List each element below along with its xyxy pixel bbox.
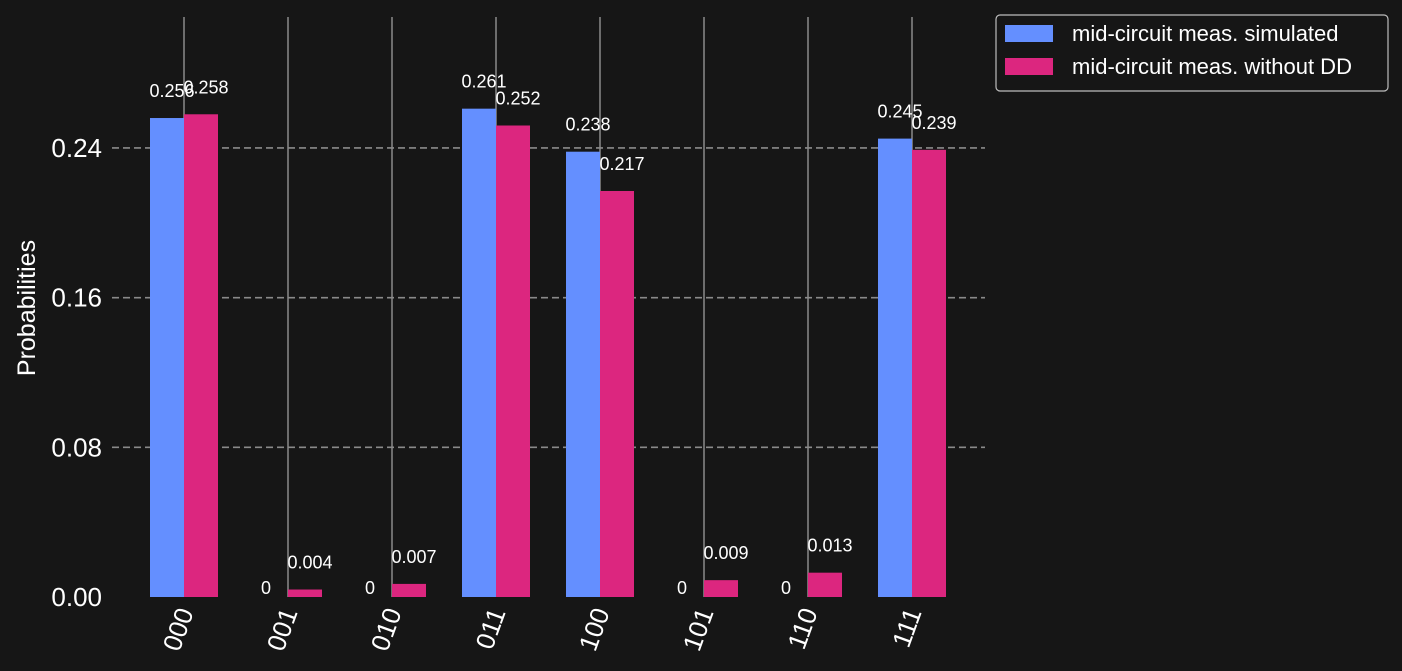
bar-value-label: 0.261 [461, 72, 506, 92]
bar-value-label: 0.009 [703, 543, 748, 563]
y-tick-label: 0.24 [51, 133, 102, 163]
bar [392, 583, 426, 597]
bar [288, 589, 322, 597]
bar [878, 138, 912, 598]
legend-swatch [1005, 25, 1053, 42]
bar-value-label: 0.004 [287, 553, 332, 573]
bar [150, 118, 184, 598]
bar-value-label: 0.239 [911, 113, 956, 133]
y-tick-label: 0.08 [51, 432, 102, 462]
bar-value-label: 0 [677, 578, 687, 598]
bar-labels-group: 0.256 0 0 0.261 0.238 0 0 0.245 0.258 0.004 0.007 0… [149, 72, 956, 598]
bar-value-label: 0.256 [149, 81, 194, 101]
bar [462, 108, 496, 597]
y-tick-label: 0.16 [51, 283, 102, 313]
legend-swatch [1005, 58, 1053, 75]
bar-value-label: 0.245 [877, 102, 922, 122]
bars-group [150, 108, 946, 598]
bar [808, 572, 842, 597]
bar [566, 151, 600, 597]
bar-value-label: 0.238 [565, 115, 610, 135]
y-tick-label: 0.00 [51, 582, 102, 612]
bar-value-label: 0.252 [495, 89, 540, 109]
bar-value-label: 0.013 [807, 536, 852, 556]
bar-value-label: 0.217 [599, 154, 644, 174]
bar-value-label: 0.258 [183, 77, 228, 97]
y-axis-label: Probabilities [13, 240, 41, 376]
bar-value-label: 0.007 [391, 547, 436, 567]
y-axis-ticks: 0.00 0.08 0.16 0.24 [51, 133, 102, 612]
bar-value-label: 0 [365, 578, 375, 598]
bar-value-label: 0 [261, 578, 271, 598]
legend-box [995, 14, 1389, 92]
legend: mid-circuit meas. simulated mid-circuit m… [995, 14, 1389, 92]
bar [600, 190, 634, 598]
bar [912, 149, 946, 597]
bar [184, 114, 218, 598]
legend-entry-label: mid-circuit meas. simulated [1072, 21, 1339, 46]
legend-entry-label: mid-circuit meas. without DD [1072, 54, 1352, 79]
horizontal-gridlines [112, 147, 985, 449]
bar [704, 580, 738, 597]
bar [496, 125, 530, 598]
bar-value-label: 0 [781, 578, 791, 598]
